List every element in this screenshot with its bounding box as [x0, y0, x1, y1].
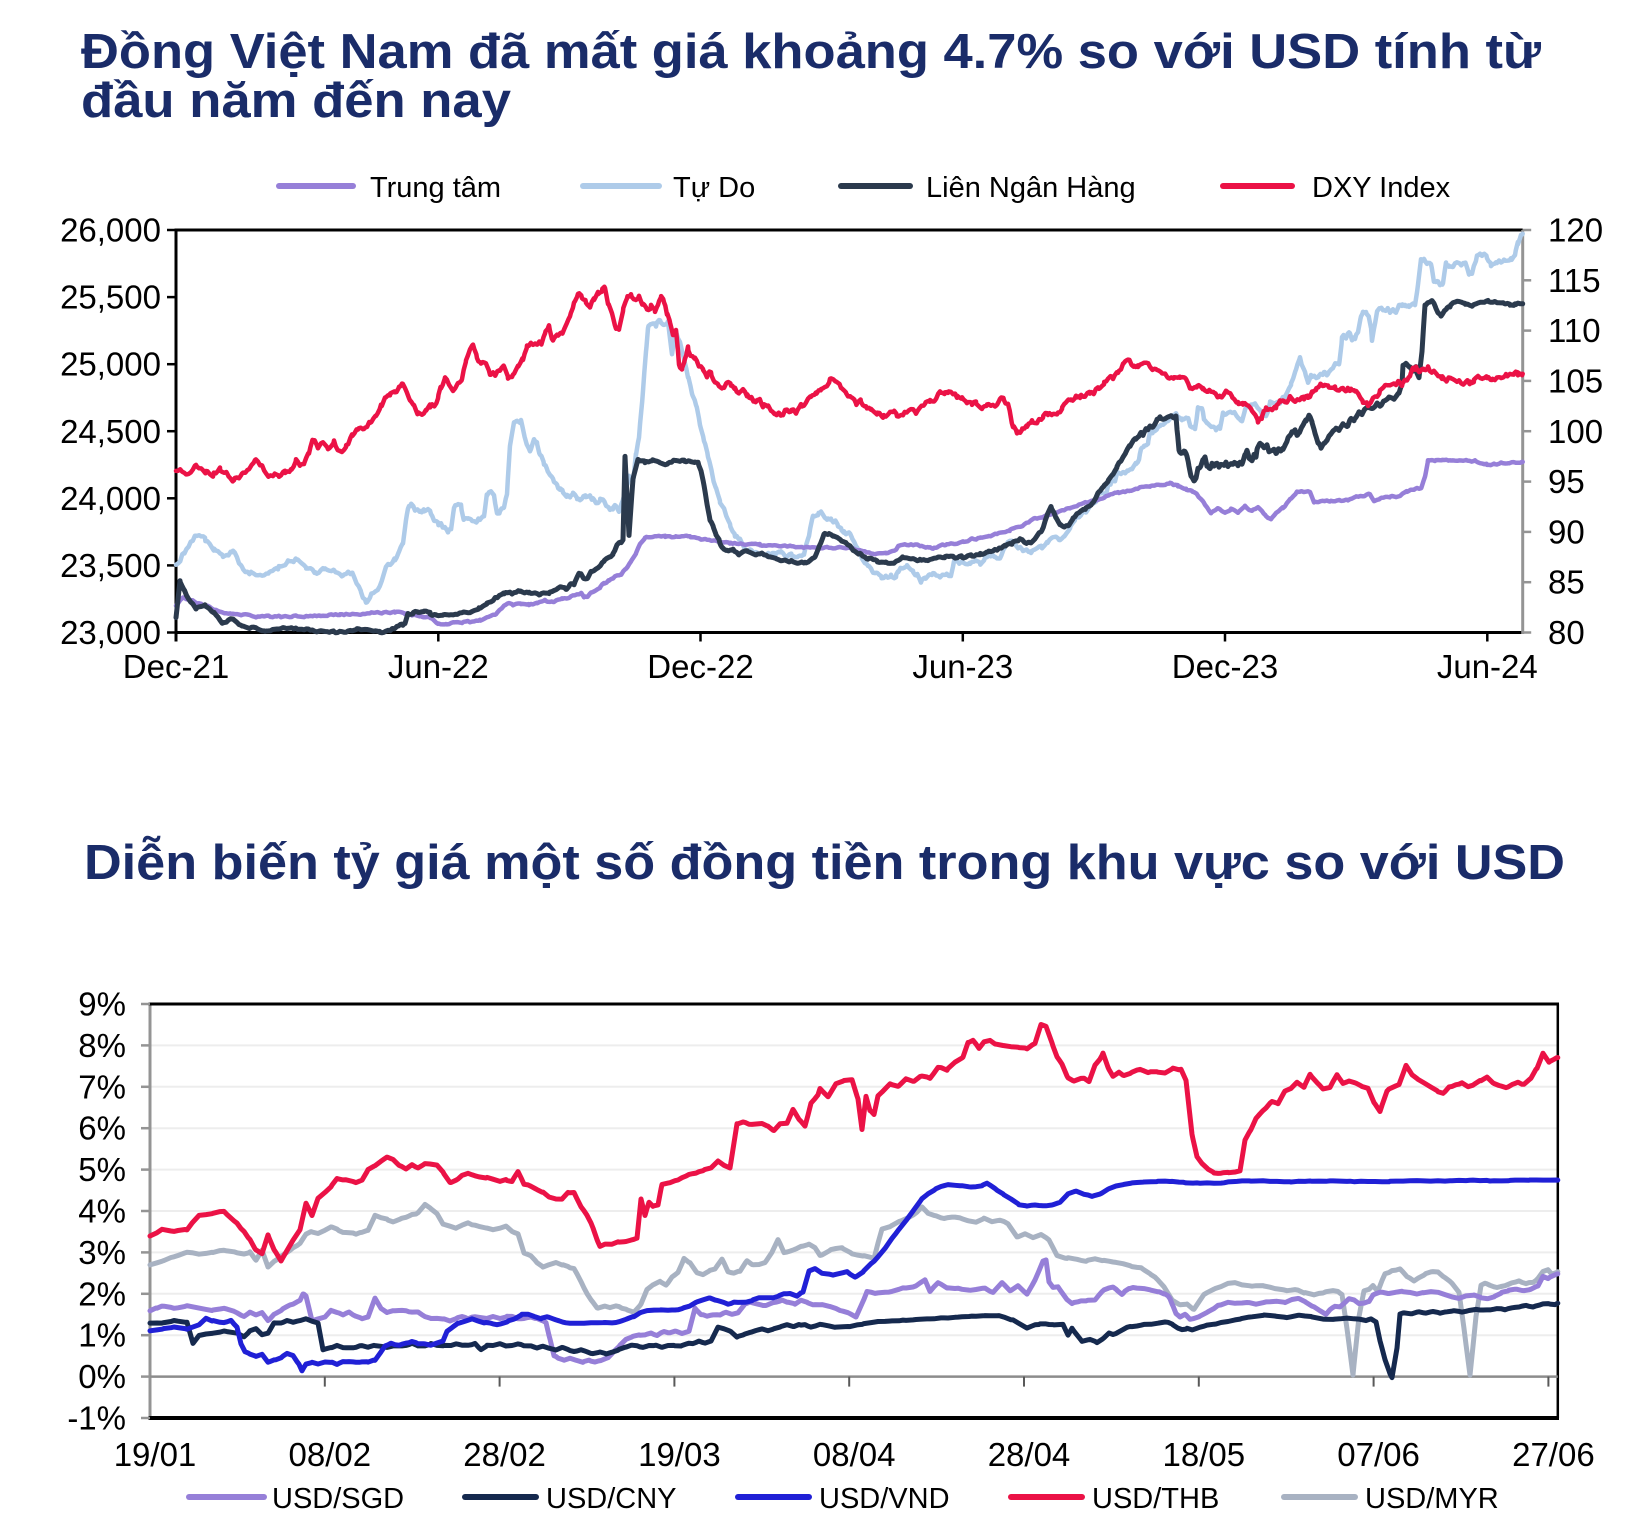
- svg-text:90: 90: [1548, 513, 1585, 550]
- svg-text:Jun-24: Jun-24: [1437, 648, 1538, 685]
- svg-text:Tự Do: Tự Do: [673, 172, 755, 204]
- svg-text:USD/SGD: USD/SGD: [272, 1483, 404, 1515]
- svg-text:95: 95: [1548, 463, 1585, 500]
- svg-text:7%: 7%: [78, 1068, 126, 1105]
- svg-text:120: 120: [1548, 212, 1603, 249]
- svg-text:85: 85: [1548, 564, 1585, 601]
- svg-text:1%: 1%: [78, 1317, 126, 1354]
- svg-text:08/02: 08/02: [289, 1436, 372, 1473]
- svg-text:USD/CNY: USD/CNY: [546, 1483, 677, 1515]
- svg-text:2%: 2%: [78, 1275, 126, 1312]
- svg-text:Dec-23: Dec-23: [1172, 648, 1278, 685]
- svg-text:3%: 3%: [78, 1234, 126, 1271]
- svg-text:Diễn biến tỷ giá một số đồng t: Diễn biến tỷ giá một số đồng tiền trong …: [84, 836, 1565, 890]
- svg-text:18/05: 18/05: [1163, 1436, 1246, 1473]
- svg-text:9%: 9%: [78, 986, 126, 1023]
- svg-text:28/04: 28/04: [988, 1436, 1071, 1473]
- svg-text:8%: 8%: [78, 1027, 126, 1064]
- svg-text:USD/VND: USD/VND: [819, 1483, 950, 1515]
- svg-text:25,500: 25,500: [60, 279, 161, 316]
- svg-text:USD/MYR: USD/MYR: [1365, 1483, 1499, 1515]
- svg-text:110: 110: [1548, 312, 1601, 349]
- svg-text:6%: 6%: [78, 1110, 126, 1147]
- svg-text:Dec-22: Dec-22: [647, 648, 753, 685]
- svg-text:0%: 0%: [78, 1358, 126, 1395]
- svg-text:26,000: 26,000: [60, 212, 161, 249]
- svg-text:Jun-23: Jun-23: [912, 648, 1013, 685]
- svg-text:Jun-22: Jun-22: [388, 648, 489, 685]
- svg-text:USD/THB: USD/THB: [1092, 1483, 1219, 1515]
- svg-text:4%: 4%: [78, 1193, 126, 1230]
- svg-text:28/02: 28/02: [463, 1436, 546, 1473]
- svg-text:08/04: 08/04: [813, 1436, 896, 1473]
- svg-text:Trung tâm: Trung tâm: [370, 172, 501, 204]
- svg-text:-1%: -1%: [67, 1400, 126, 1437]
- svg-text:Dec-21: Dec-21: [123, 648, 229, 685]
- svg-text:25,000: 25,000: [60, 346, 161, 383]
- svg-text:đầu năm đến nay: đầu năm đến nay: [81, 74, 511, 128]
- svg-text:Đồng Việt Nam đã mất giá khoản: Đồng Việt Nam đã mất giá khoảng 4.7% so …: [81, 25, 1542, 79]
- svg-text:19/03: 19/03: [638, 1436, 721, 1473]
- svg-text:23,000: 23,000: [60, 614, 161, 651]
- svg-text:24,000: 24,000: [60, 480, 161, 517]
- svg-text:115: 115: [1548, 262, 1601, 299]
- svg-text:19/01: 19/01: [114, 1436, 197, 1473]
- svg-text:105: 105: [1548, 362, 1603, 399]
- svg-text:Liên Ngân Hàng: Liên Ngân Hàng: [926, 172, 1136, 204]
- svg-text:5%: 5%: [78, 1151, 126, 1188]
- svg-text:23,500: 23,500: [60, 547, 161, 584]
- svg-text:27/06: 27/06: [1512, 1436, 1595, 1473]
- svg-text:100: 100: [1548, 413, 1603, 450]
- svg-text:24,500: 24,500: [60, 413, 161, 450]
- svg-text:07/06: 07/06: [1337, 1436, 1420, 1473]
- svg-text:80: 80: [1548, 614, 1585, 651]
- svg-text:DXY Index: DXY Index: [1312, 172, 1451, 204]
